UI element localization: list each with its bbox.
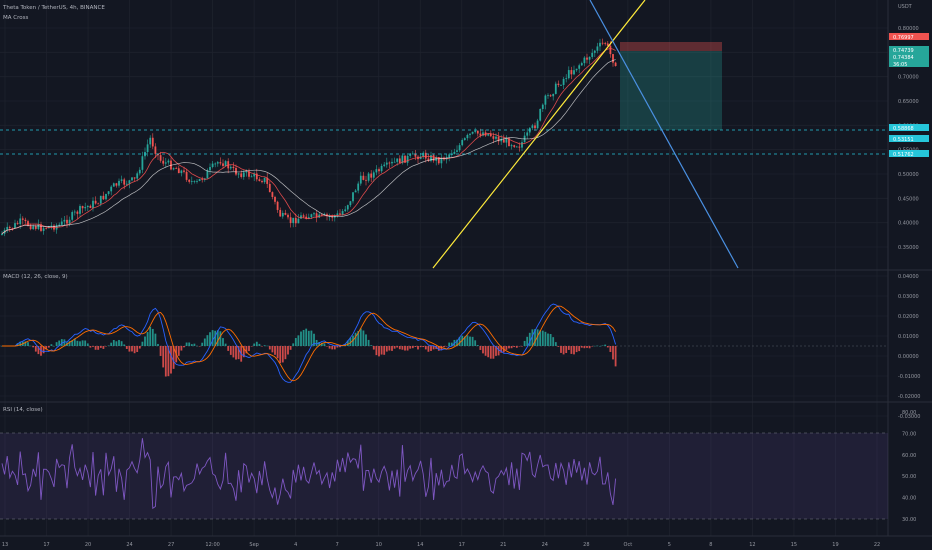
price-axis-label: 0.65000 (898, 99, 919, 105)
rsi-pane[interactable] (0, 432, 888, 520)
macd-axis-label: 0.02000 (898, 314, 919, 320)
time-axis-label: 13 (2, 542, 8, 548)
grid-lines (0, 0, 888, 536)
rsi-axis-label: 40.00 (902, 496, 916, 502)
price-axis-label: 0.70000 (898, 75, 919, 81)
moving-average-lines (1, 48, 616, 234)
time-axis-label: 4 (294, 542, 297, 548)
time-axis-label: 21 (500, 542, 506, 548)
indicator-ma-cross-label[interactable]: MA Cross (3, 15, 28, 21)
short-position-target-zone[interactable] (620, 51, 722, 130)
rsi-axis[interactable]: 80.00 70.00 60.00 50.00 40.00 30.00 (902, 410, 916, 523)
macd-pane[interactable] (0, 303, 888, 383)
price-tag-text: 0.76997 (893, 35, 914, 41)
time-axis-label: 27 (168, 542, 174, 548)
symbol-title[interactable]: Theta Token / TetherUS, 4h, BINANCE (2, 5, 105, 11)
time-axis-label: 5 (668, 542, 671, 548)
macd-axis-label: 0.01000 (898, 334, 919, 340)
time-axis-label: 17 (459, 542, 465, 548)
macd-axis-label: -0.01000 (898, 374, 920, 380)
time-axis-label: 10 (376, 542, 382, 548)
rsi-axis-label: 70.00 (902, 431, 916, 437)
rsi-axis-label: 80.00 (902, 410, 916, 416)
macd-axis-label: -0.03000 (898, 414, 920, 420)
candlesticks (1, 38, 617, 237)
time-axis-label: 12:00 (205, 542, 219, 548)
price-axis-label: 0.40000 (898, 221, 919, 227)
price-tag-text: 0.51762 (893, 152, 914, 158)
price-tag (889, 60, 929, 67)
macd-title[interactable]: MACD (12, 26, close, 9) (3, 274, 68, 280)
rsi-axis-label: 50.00 (902, 474, 916, 480)
rsi-title[interactable]: RSI (14, close) (3, 407, 43, 413)
time-axis[interactable]: 13 17 20 24 27 12:00 Sep 4 7 10 14 17 21 24 28 Oct 5 8 12 1… (2, 542, 880, 548)
macd-line (2, 303, 617, 383)
macd-axis-label: 0.04000 (898, 274, 919, 280)
price-axis-currency: USDT (898, 4, 913, 10)
macd-axis-label: 0.00000 (898, 354, 919, 360)
time-axis-label: 8 (709, 542, 712, 548)
price-tag (889, 135, 929, 142)
time-axis-label: 24 (542, 542, 548, 548)
price-tag (889, 124, 929, 131)
price-tag (889, 150, 929, 157)
macd-axis-label: 0.03000 (898, 294, 919, 300)
price-tag-text: 0.74384 (893, 55, 914, 61)
time-axis-label: 15 (791, 542, 797, 548)
price-axis-label: 0.45000 (898, 196, 919, 202)
short-position-stop-zone[interactable] (620, 42, 722, 51)
time-axis-label: 7 (336, 542, 339, 548)
price-axis-label: 0.50000 (898, 172, 919, 178)
price-axis-label: 0.35000 (898, 245, 919, 251)
macd-signal-line (2, 305, 616, 382)
price-tag (889, 53, 929, 60)
rsi-axis-label: 30.00 (902, 517, 916, 523)
trendline-ascending[interactable] (432, 0, 646, 269)
price-pane[interactable] (0, 0, 888, 269)
time-axis-label: 17 (43, 542, 49, 548)
time-axis-label: 14 (417, 542, 423, 548)
time-axis-label: 20 (85, 542, 91, 548)
price-tag-text: 36:05 (893, 62, 907, 68)
price-tag-text: 0.53151 (893, 137, 914, 143)
time-axis-label: 22 (874, 542, 880, 548)
time-axis-label: 19 (832, 542, 838, 548)
price-tag-text: 0.74739 (893, 48, 914, 54)
trendline-descending[interactable] (589, 0, 739, 269)
rsi-line (1, 438, 617, 510)
rsi-band (0, 433, 888, 519)
macd-axis[interactable]: 0.04000 0.03000 0.02000 0.01000 0.00000 -0.01… (898, 274, 920, 420)
time-axis-label: Sep (249, 542, 258, 548)
time-axis-label: Oct (624, 542, 633, 548)
macd-axis-label: -0.02000 (898, 394, 920, 400)
time-axis-label: 12 (749, 542, 755, 548)
time-axis-label: 28 (583, 542, 589, 548)
price-tag-text: 0.58868 (893, 126, 914, 132)
price-tag (889, 33, 929, 40)
price-tag (889, 46, 929, 53)
time-axis-label: 24 (126, 542, 132, 548)
rsi-axis-label: 60.00 (902, 453, 916, 459)
price-axis-label: 0.80000 (898, 26, 919, 32)
